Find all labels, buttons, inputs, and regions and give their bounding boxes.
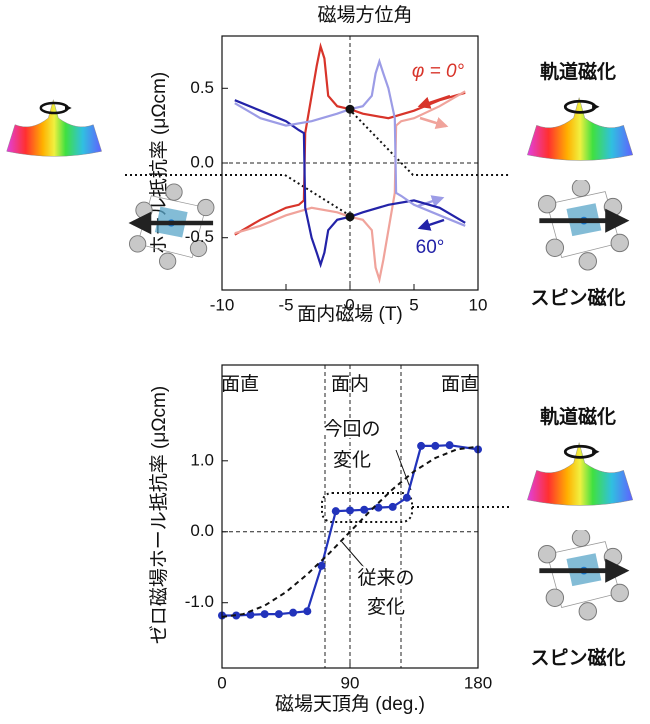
marker-point: [345, 104, 355, 114]
plot-frame: [221, 35, 479, 291]
spin-icon: [538, 529, 628, 620]
data-point: [331, 507, 340, 516]
annotation: 変化: [367, 596, 405, 618]
data-point: [417, 441, 426, 450]
x-tick-label: 5: [409, 295, 418, 314]
y-tick-label: -0.5: [185, 227, 214, 246]
x-axis-label: 面内磁場 (T): [297, 303, 403, 325]
data-point: [346, 506, 354, 515]
side-label: 軌道磁化: [540, 405, 616, 428]
x-tick-label: 90: [341, 673, 360, 692]
y-tick-label: 1.0: [190, 450, 214, 469]
side-label: 軌道磁化: [540, 60, 616, 83]
x-tick-label: 0: [217, 673, 226, 692]
guide-line: [125, 174, 350, 216]
top-label: 面直: [441, 373, 479, 395]
annotation: φ = 0°: [412, 61, 465, 82]
data-point: [360, 505, 369, 514]
data-line: [234, 99, 466, 269]
y-axis-label: ゼロ磁場ホール抵抗率 (μΩcm): [148, 386, 170, 644]
side-label: スピン磁化: [530, 286, 625, 309]
y-tick-label: 0.0: [190, 152, 214, 171]
chart-title: 磁場方位角: [317, 4, 412, 26]
orbital-icon: [525, 96, 635, 162]
annotation: 従来の: [357, 567, 414, 589]
data-point: [260, 610, 269, 619]
sweep-arrow: [417, 195, 445, 208]
x-tick-label: -10: [210, 295, 235, 314]
x-axis-label: 磁場天頂角 (deg.): [275, 693, 425, 715]
x-tick-label: -5: [278, 295, 293, 314]
sweep-arrow: [419, 116, 449, 130]
data-point: [445, 441, 454, 450]
data-point: [289, 608, 298, 617]
y-tick-label: 0.0: [190, 521, 214, 540]
y-tick-label: -1.0: [185, 592, 214, 611]
leader-line: [395, 449, 412, 491]
data-point: [402, 493, 411, 502]
spin-icon: [538, 179, 628, 270]
sweep-arrow: [417, 218, 445, 231]
data-point: [317, 561, 326, 570]
orbital-icon: [5, 98, 104, 158]
data-point: [232, 611, 241, 620]
top-label: 面直: [221, 373, 259, 395]
x-tick-label: 0: [345, 295, 354, 314]
data-line: [221, 445, 479, 618]
data-line: [234, 42, 466, 236]
data-point: [274, 610, 283, 619]
data-point: [246, 610, 255, 619]
guide-line: [348, 108, 510, 176]
orbital-icon: [525, 441, 635, 507]
x-tick-label: 180: [464, 673, 492, 692]
x-tick-label: 10: [469, 295, 488, 314]
plot-frame: [221, 364, 479, 669]
data-point: [303, 607, 312, 616]
side-label: スピン磁化: [530, 646, 625, 669]
marker-point: [345, 212, 355, 222]
data-point: [431, 441, 440, 450]
annotation: 変化: [333, 449, 371, 471]
leader-line: [341, 541, 369, 573]
y-tick-label: 0.5: [190, 78, 214, 97]
annotation: 今回の: [323, 418, 380, 440]
top-label: 面内: [331, 373, 369, 395]
data-line: [234, 90, 466, 284]
data-point: [374, 503, 383, 512]
annotation: 60°: [416, 237, 445, 258]
data-line: [234, 57, 466, 227]
data-point: [388, 502, 397, 511]
